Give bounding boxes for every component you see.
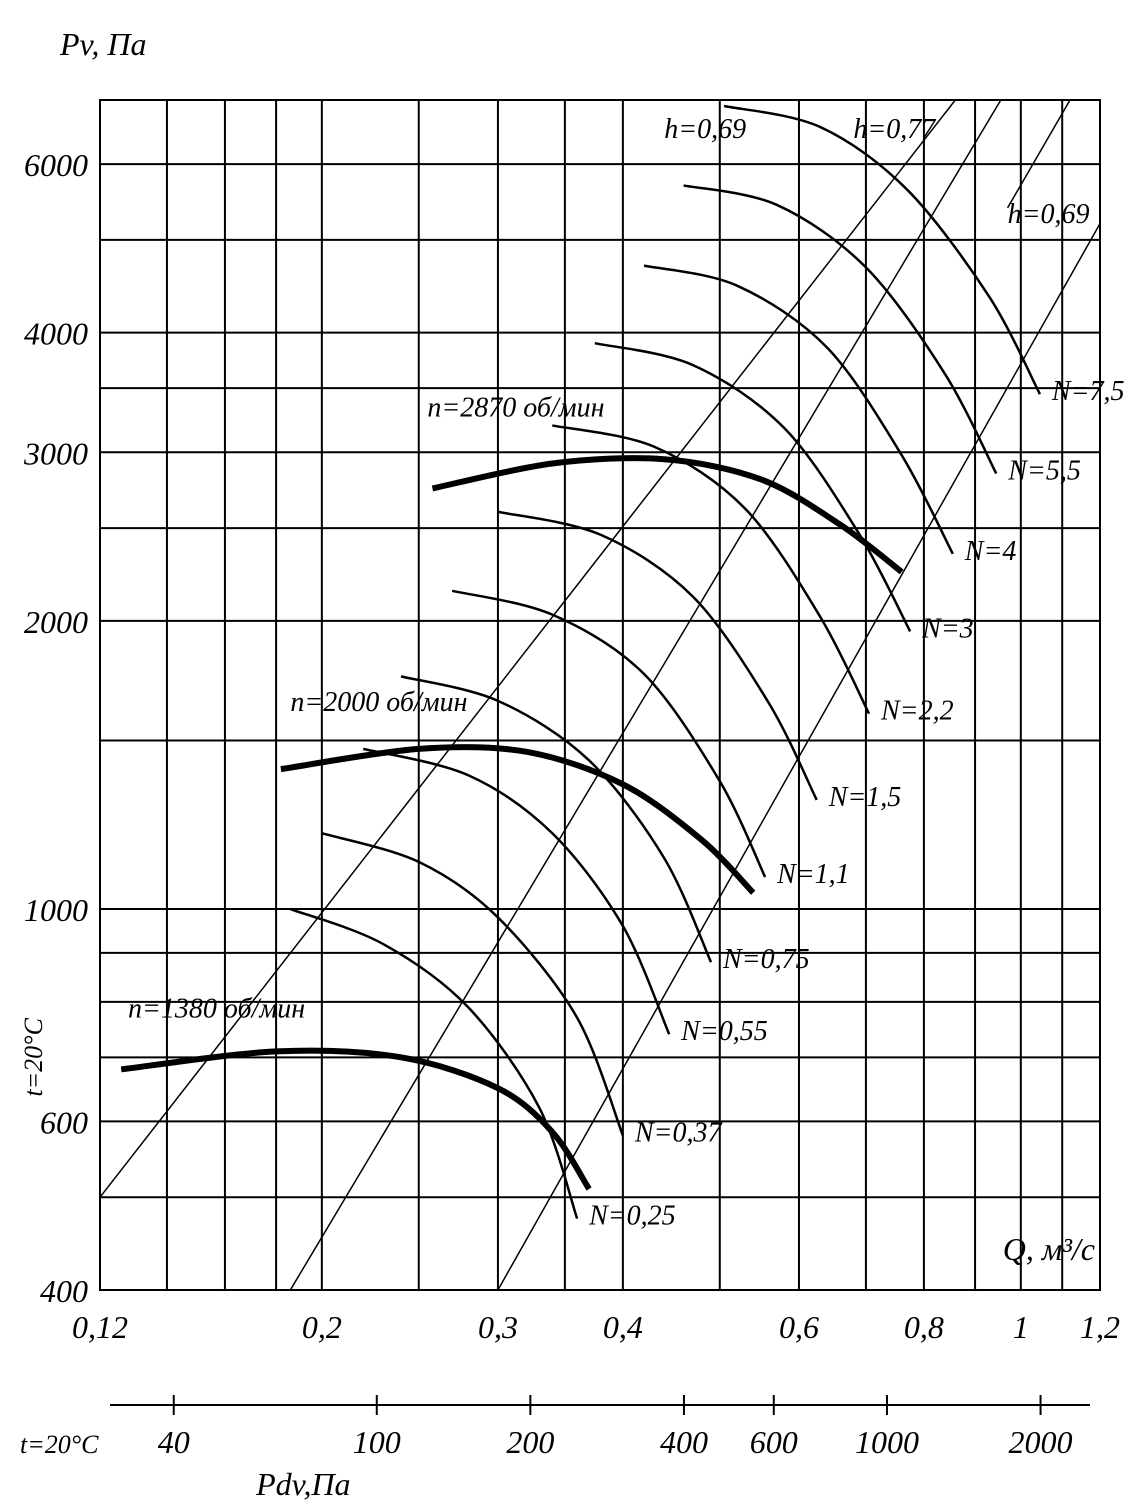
x-tick-1: 1 — [1013, 1309, 1029, 1345]
fan-chart: Pv, Па 6000 4000 3000 2000 1000 600 400 … — [0, 0, 1135, 1509]
speed-label-1380: n=1380 об/мин — [128, 994, 305, 1025]
y-tick-600: 600 — [40, 1104, 88, 1140]
pdv-tick-1000: 1000 — [855, 1424, 919, 1460]
x-tick-04: 0,4 — [603, 1309, 643, 1345]
pdv-tick-40: 40 — [158, 1424, 190, 1460]
efficiency-label-077: h=0,77 — [853, 114, 936, 145]
secondary-temperature-note: t=20°C — [20, 1430, 99, 1459]
secondary-axis — [110, 1395, 1090, 1415]
y-axis-label: Pv, Па — [59, 26, 146, 62]
speed-label-2870: n=2870 об/мин — [427, 392, 604, 423]
speed-curves — [121, 458, 901, 1189]
power-label-4: N=4 — [964, 536, 1017, 567]
power-label-3: N=3 — [921, 613, 974, 644]
x-axis-label: Q, м³/с — [1003, 1231, 1095, 1267]
temperature-note-left: t=20°C — [19, 1017, 48, 1096]
x-tick-02: 0,2 — [302, 1309, 342, 1345]
power-label-75: N=7,5 — [1051, 376, 1125, 407]
power-label-55: N=5,5 — [1007, 456, 1081, 487]
power-label-025: N=0,25 — [588, 1201, 676, 1232]
y-tick-6000: 6000 — [24, 147, 88, 183]
power-label-055: N=0,55 — [680, 1016, 768, 1047]
pdv-axis-label: Pdv,Па — [255, 1466, 350, 1502]
power-label-15: N=1,5 — [828, 782, 902, 813]
x-tick-012: 0,12 — [72, 1309, 128, 1345]
x-tick-06: 0,6 — [779, 1309, 819, 1345]
x-tick-08: 0,8 — [904, 1309, 944, 1345]
pdv-tick-2000: 2000 — [1009, 1424, 1073, 1460]
pdv-tick-200: 200 — [506, 1424, 554, 1460]
power-label-11: N=1,1 — [776, 859, 850, 890]
y-tick-3000: 3000 — [23, 435, 88, 471]
pdv-tick-100: 100 — [353, 1424, 401, 1460]
y-tick-4000: 4000 — [24, 316, 88, 352]
x-tick-03: 0,3 — [478, 1309, 518, 1345]
efficiency-label-069b: h=0,69 — [1008, 199, 1090, 230]
pdv-tick-400: 400 — [660, 1424, 708, 1460]
power-label-037: N=0,37 — [634, 1118, 723, 1149]
pdv-tick-600: 600 — [750, 1424, 798, 1460]
speed-label-2000: n=2000 об/мин — [290, 687, 467, 718]
power-label-22: N=2,2 — [880, 696, 954, 727]
y-tick-2000: 2000 — [24, 604, 88, 640]
efficiency-label-069a: h=0,69 — [664, 114, 746, 145]
power-label-075: N=0,75 — [722, 944, 810, 975]
y-tick-1000: 1000 — [24, 892, 88, 928]
y-tick-400: 400 — [40, 1273, 88, 1309]
x-tick-12: 1,2 — [1080, 1309, 1120, 1345]
